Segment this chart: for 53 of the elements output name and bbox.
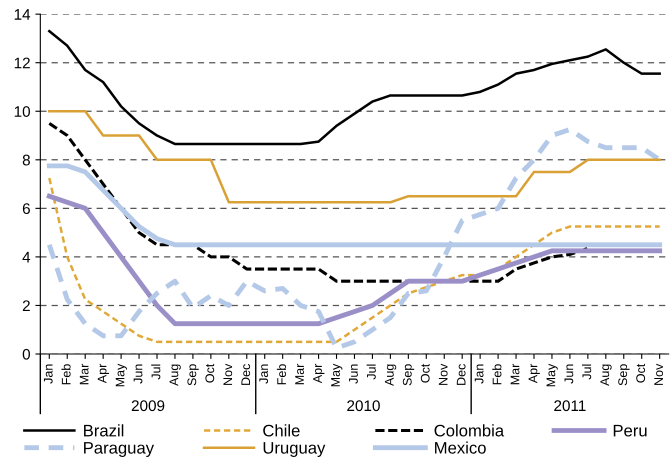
x-tick-label: Feb [492, 364, 502, 384]
y-tick-label: 10 [14, 106, 30, 117]
x-tick-label: May [546, 364, 558, 386]
y-tick-label: 6 [22, 203, 30, 214]
x-tick-label: Aug [385, 364, 396, 386]
x-tick-label: Nov [654, 364, 664, 385]
legend-label: Chile [263, 424, 300, 437]
x-tick-label: Dec [456, 364, 466, 385]
x-tick-label: Apr [313, 364, 324, 384]
text: 2009 [132, 400, 164, 412]
x-tick-label: Nov [438, 364, 448, 385]
x-tick-label: Oct [205, 364, 214, 383]
x-tick-label: Oct [636, 364, 646, 383]
y-tick-label: 14 [14, 9, 30, 20]
y-tick-label: 0 [22, 348, 30, 360]
x-tick-label: Jan [259, 364, 268, 384]
x-tick-label: Jul [582, 364, 592, 380]
x-tick-label: May [116, 364, 127, 386]
x-tick-label: Aug [170, 364, 181, 386]
x-tick-label: Apr [98, 364, 109, 384]
x-tick-label: Feb [61, 364, 71, 384]
x-tick-label: May [331, 364, 342, 386]
y-tick-label: 2 [22, 300, 30, 311]
x-tick-label: Jun [349, 364, 358, 384]
legend-label: Mexico [435, 441, 486, 454]
y-tick-label: 8 [22, 154, 30, 166]
y-tick-label: 12 [14, 58, 30, 68]
x-tick-label: Sep [618, 364, 630, 386]
x-tick-label: Jan [474, 364, 484, 384]
legend-label: Paraguay [84, 442, 154, 457]
x-tick-label: Jul [366, 364, 376, 380]
x-tick-label: Feb [276, 364, 286, 384]
x-tick-label: Mar [295, 364, 304, 384]
text: 2010 [347, 400, 380, 412]
x-tick-label: Aug [600, 364, 612, 386]
legend-label: Colombia [434, 424, 504, 437]
text: 2011 [554, 400, 586, 412]
x-tick-label: Jun [134, 364, 142, 384]
x-tick-label: Mar [510, 364, 520, 384]
x-tick-label: Sep [187, 364, 199, 386]
legend-label: Brazil [84, 424, 124, 437]
x-tick-label: Mar [80, 364, 89, 384]
x-tick-label: Sep [402, 364, 414, 386]
y-tick-label: 4 [22, 252, 30, 262]
x-tick-label: Jan [44, 364, 53, 384]
x-tick-label: Dec [241, 364, 250, 385]
x-tick-label: Jun [564, 364, 574, 384]
x-tick-label: Jul [151, 364, 160, 380]
x-tick-label: Oct [420, 364, 430, 383]
legend-label: Peru [614, 424, 647, 437]
x-tick-label: Apr [528, 364, 540, 384]
x-tick-label: Nov [223, 364, 232, 385]
legend-label: Uruguay [264, 442, 326, 457]
